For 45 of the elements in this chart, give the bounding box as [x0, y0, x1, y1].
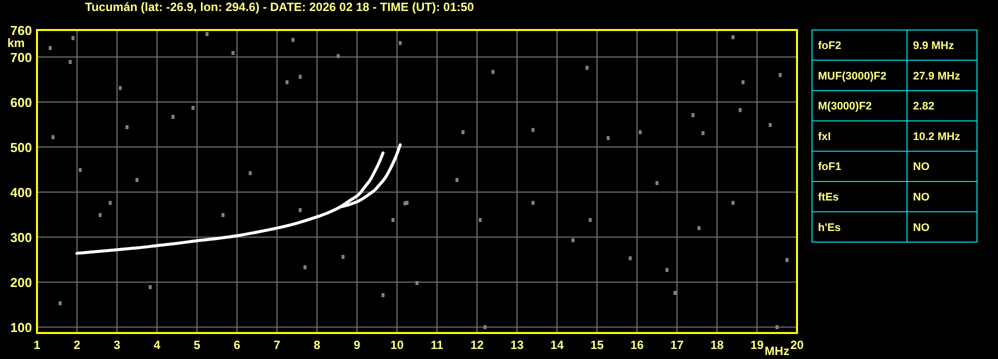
- x-tick-label: 1: [34, 338, 41, 352]
- y-tick-label: 400: [10, 185, 32, 200]
- x-tick-label: 14: [550, 338, 564, 352]
- x-tick-label: 16: [630, 338, 644, 352]
- category-label: foF2: [818, 40, 842, 52]
- x-tick-label: 7: [274, 338, 281, 352]
- text: 10.2 MHz: [913, 130, 960, 143]
- category-label: fxI: [818, 130, 831, 143]
- x-tick-label: 12: [470, 338, 484, 352]
- text: 27.9 MHz: [913, 70, 960, 82]
- x-tick-label: 8: [314, 338, 321, 352]
- text: 2.82: [913, 100, 934, 113]
- x-tick-label: 4: [154, 338, 161, 352]
- y-tick-label: 760: [10, 23, 32, 38]
- x-tick-label: 3: [114, 338, 121, 352]
- x-tick-label: 6: [234, 338, 241, 352]
- y-tick-label: 100: [10, 320, 32, 336]
- y-tick-label: 600: [10, 95, 32, 110]
- y-axis-title: km: [7, 36, 25, 50]
- x-tick-label: 9: [354, 338, 361, 352]
- x-axis-title: MHz: [764, 344, 790, 358]
- y-tick-label: 300: [10, 230, 32, 246]
- x-tick-label: 15: [590, 338, 604, 352]
- x-tick-label: 11: [430, 338, 444, 352]
- x-tick-label: 17: [670, 338, 684, 352]
- x-tick-label: 10: [390, 338, 404, 352]
- x-tick-label: 13: [510, 338, 524, 352]
- category-label: M(3000)F2: [818, 100, 872, 113]
- text: NO: [913, 192, 930, 204]
- x-tick-label: 5: [194, 338, 201, 352]
- category-label: MUF(3000)F2: [818, 70, 886, 82]
- x-tick-label: 18: [710, 338, 724, 352]
- y-tick-label: 700: [10, 50, 32, 66]
- category-label: ftEs: [818, 192, 839, 204]
- text: 9.9 MHz: [913, 40, 954, 52]
- y-tick-label: 200: [10, 275, 32, 290]
- text: NO: [913, 222, 930, 234]
- x-tick-label: 20: [790, 338, 804, 352]
- x-tick-label: 2: [74, 338, 81, 352]
- x-tick-label: 19: [750, 338, 764, 352]
- category-label: h'Es: [818, 222, 841, 234]
- category-label: foF1: [818, 161, 842, 174]
- text: NO: [913, 161, 930, 174]
- y-tick-label: 500: [10, 140, 32, 156]
- chart-title: Tucumán (lat: -26.9, lon: 294.6) - DATE: 2026 02 18 - TIME (UT): 01:50: [85, 0, 474, 14]
